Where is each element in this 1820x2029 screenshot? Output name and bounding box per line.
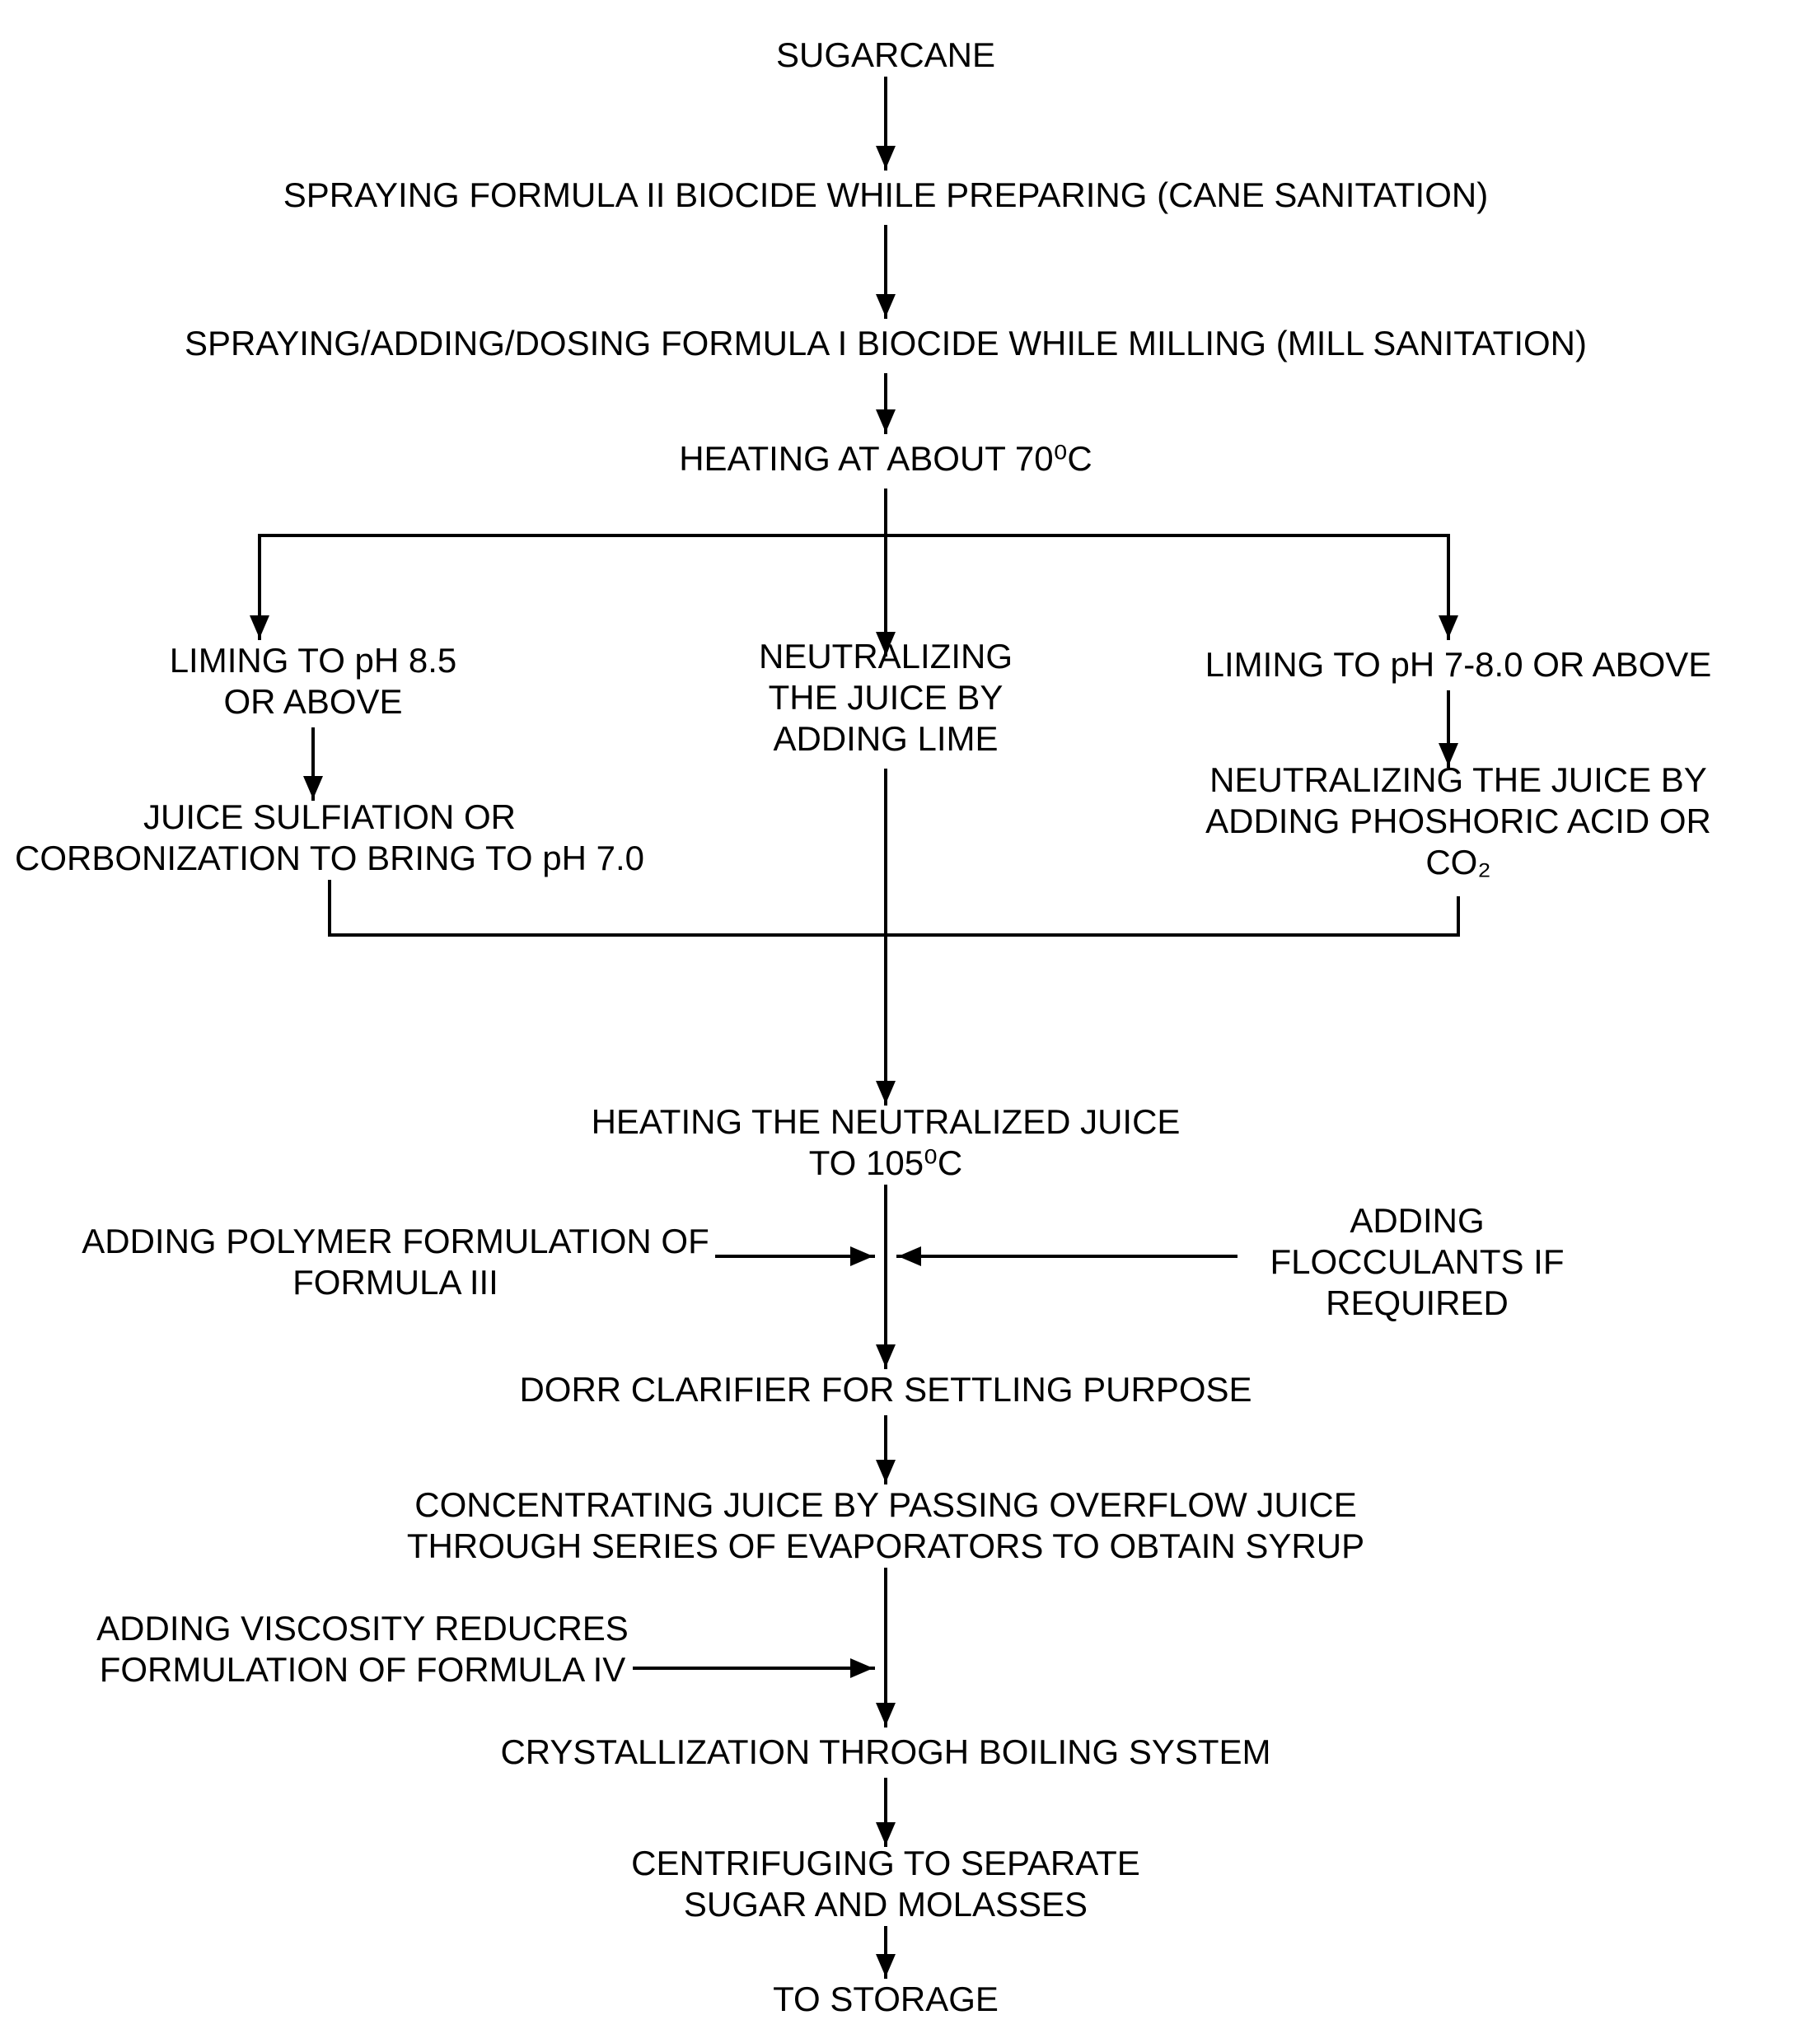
node-n_spray1: SPRAYING/ADDING/DOSING FORMULA I BIOCIDE… <box>185 324 1587 362</box>
node-text: SUGAR AND MOLASSES <box>684 1885 1088 1924</box>
node-text: HEATING AT ABOUT 70⁰C <box>679 439 1092 478</box>
arrow-a1 <box>876 78 896 169</box>
node-text: ADDING PHOSHORIC ACID OR <box>1205 802 1711 840</box>
node-n_conc: CONCENTRATING JUICE BY PASSING OVERFLOW … <box>407 1485 1364 1565</box>
node-text: DORR CLARIFIER FOR SETTLING PURPOSE <box>519 1370 1252 1409</box>
node-text: LIMING TO pH 7-8.0 OR ABOVE <box>1205 645 1712 684</box>
node-text: FORMULA III <box>292 1263 498 1302</box>
arrow-a_floc <box>898 1246 1236 1266</box>
arrow-a_dorr <box>876 1417 896 1483</box>
arrow-a3 <box>876 375 896 432</box>
node-text: SUGARCANE <box>776 35 995 74</box>
node-text: SPRAYING/ADDING/DOSING FORMULA I BIOCIDE… <box>185 324 1587 362</box>
node-text: CRYSTALLIZATION THROGH BOILING SYSTEM <box>500 1732 1270 1771</box>
node-text: ADDING <box>1350 1201 1484 1240</box>
arrow-a_poly <box>717 1246 873 1266</box>
node-n_left1: LIMING TO pH 8.5OR ABOVE <box>170 641 457 721</box>
node-text: CO₂ <box>1425 843 1490 881</box>
node-n_sugarcane: SUGARCANE <box>776 35 995 74</box>
node-text: THROUGH SERIES OF EVAPORATORS TO OBTAIN … <box>407 1526 1364 1565</box>
arrow-a_visc <box>634 1658 873 1678</box>
arrow-a_cryst <box>876 1779 896 1845</box>
arrow-aL2 <box>303 729 323 799</box>
node-n_mid1: NEUTRALIZINGTHE JUICE BYADDING LIME <box>759 637 1013 758</box>
arrow-mergeL <box>330 881 886 935</box>
node-text: JUICE SULFIATION OR <box>143 797 516 836</box>
arrow-a_conc <box>876 1569 896 1726</box>
node-text: SPRAYING FORMULA II BIOCIDE WHILE PREPAR… <box>283 175 1488 214</box>
node-text: LIMING TO pH 8.5 <box>170 641 457 680</box>
node-text: FLOCCULANTS IF <box>1270 1242 1564 1281</box>
arrow-aL <box>250 535 886 638</box>
node-n_right2: NEUTRALIZING THE JUICE BYADDING PHOSHORI… <box>1205 760 1711 881</box>
node-text: NEUTRALIZING <box>759 637 1013 676</box>
arrow-down105 <box>876 935 896 1104</box>
node-text: ADDING POLYMER FORMULATION OF <box>82 1222 709 1260</box>
node-text: CENTRIFUGING TO SEPARATE <box>631 1844 1140 1882</box>
node-n_heat70: HEATING AT ABOUT 70⁰C <box>679 439 1092 478</box>
arrow-a105_down <box>876 1186 896 1367</box>
arrow-aR <box>886 535 1458 638</box>
node-text: ADDING LIME <box>773 719 998 758</box>
node-n_left2: JUICE SULFIATION ORCORBONIZATION TO BRIN… <box>15 797 644 877</box>
node-text: NEUTRALIZING THE JUICE BY <box>1209 760 1707 799</box>
node-n_addpoly: ADDING POLYMER FORMULATION OFFORMULA III <box>82 1222 709 1302</box>
node-text: OR ABOVE <box>223 682 402 721</box>
node-n_heat105: HEATING THE NEUTRALIZED JUICETO 105⁰C <box>592 1102 1181 1182</box>
node-text: HEATING THE NEUTRALIZED JUICE <box>592 1102 1181 1141</box>
arrow-a2 <box>876 227 896 317</box>
node-text: THE JUICE BY <box>769 678 1004 717</box>
node-text: CONCENTRATING JUICE BY PASSING OVERFLOW … <box>414 1485 1356 1524</box>
node-text: TO STORAGE <box>773 1980 999 2018</box>
node-n_spray2: SPRAYING FORMULA II BIOCIDE WHILE PREPAR… <box>283 175 1488 214</box>
node-n_right1: LIMING TO pH 7-8.0 OR ABOVE <box>1205 645 1712 684</box>
node-text: REQUIRED <box>1326 1283 1509 1322</box>
arrow-mergeR <box>886 898 1458 935</box>
arrow-a_centri <box>876 1928 896 1977</box>
node-n_addfloc: ADDINGFLOCCULANTS IFREQUIRED <box>1270 1201 1564 1322</box>
node-text: FORMULATION OF FORMULA IV <box>100 1650 626 1689</box>
node-n_centri: CENTRIFUGING TO SEPARATESUGAR AND MOLASS… <box>631 1844 1140 1924</box>
node-n_dorr: DORR CLARIFIER FOR SETTLING PURPOSE <box>519 1370 1252 1409</box>
node-n_storage: TO STORAGE <box>773 1980 999 2018</box>
node-n_cryst: CRYSTALLIZATION THROGH BOILING SYSTEM <box>500 1732 1270 1771</box>
node-text: CORBONIZATION TO BRING TO pH 7.0 <box>15 839 644 877</box>
node-text: ADDING VISCOSITY REDUCRES <box>96 1609 629 1648</box>
arrow-aR2 <box>1439 692 1458 766</box>
flowchart: SUGARCANE SPRAYING FORMULA II BIOCIDE WHI… <box>0 0 1820 2029</box>
node-text: TO 105⁰C <box>809 1143 962 1182</box>
node-n_visc: ADDING VISCOSITY REDUCRESFORMULATION OF … <box>96 1609 629 1689</box>
